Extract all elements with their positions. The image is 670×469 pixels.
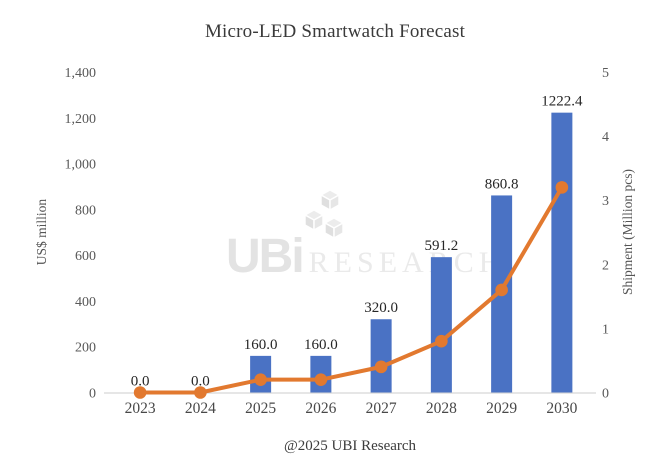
shipment-line xyxy=(138,185,564,395)
y-right-tick-label: 1 xyxy=(602,322,609,337)
y-left-tick-label: 400 xyxy=(75,295,96,310)
shipment-marker xyxy=(254,373,267,386)
x-tick-label: 2023 xyxy=(125,400,156,417)
revenue-bar xyxy=(430,257,452,393)
y-right-tick-label: 0 xyxy=(602,387,609,402)
shipment-marker xyxy=(133,386,147,399)
revenue-bar-label: 591.2 xyxy=(425,238,459,254)
y-right-tick-label: 5 xyxy=(602,66,609,81)
x-tick-label: 2030 xyxy=(546,400,577,417)
x-tick-label: 2024 xyxy=(185,400,216,417)
revenue-bar xyxy=(551,112,573,393)
shipment-marker xyxy=(435,334,448,348)
y-left-tick-label: 1,000 xyxy=(65,158,97,173)
revenue-bar-label: 160.0 xyxy=(304,337,338,353)
y-right-tick-label: 3 xyxy=(602,194,609,209)
y-left-tick-label: 800 xyxy=(75,203,96,218)
revenue-bar xyxy=(370,319,392,393)
shipment-marker xyxy=(555,181,569,194)
shipment-marker xyxy=(194,386,207,399)
x-tick-label: 2029 xyxy=(486,400,517,417)
revenue-bar-label: 320.0 xyxy=(364,300,398,316)
y-left-tick-label: 1,400 xyxy=(65,66,97,81)
chart-title: Micro-LED Smartwatch Forecast xyxy=(204,21,466,42)
y-right-tick-label: 2 xyxy=(602,258,609,273)
revenue-bar-label: 1222.4 xyxy=(541,94,583,110)
y-left-tick-label: 0 xyxy=(89,387,96,402)
x-tick-label: 2027 xyxy=(366,400,397,417)
revenue-bar-label: 160.0 xyxy=(244,337,278,353)
shipment-marker xyxy=(495,283,508,297)
y-right-tick-label: 4 xyxy=(602,130,609,145)
shipment-marker xyxy=(314,373,328,386)
y-left-tick-label: 600 xyxy=(75,249,96,264)
credit-line: @2025 UBI Research xyxy=(283,438,417,454)
y-left-tick-label: 1,200 xyxy=(65,112,97,127)
revenue-bar-label: 0.0 xyxy=(191,374,210,390)
x-tick-label: 2025 xyxy=(245,400,276,417)
x-tick-label: 2026 xyxy=(305,400,336,417)
x-tick-label: 2028 xyxy=(426,400,457,417)
revenue-bar-label: 860.8 xyxy=(485,176,519,192)
y-left-tick-label: 200 xyxy=(75,341,96,356)
revenue-bar-label: 0.0 xyxy=(131,374,150,390)
shipment-marker xyxy=(374,360,388,374)
